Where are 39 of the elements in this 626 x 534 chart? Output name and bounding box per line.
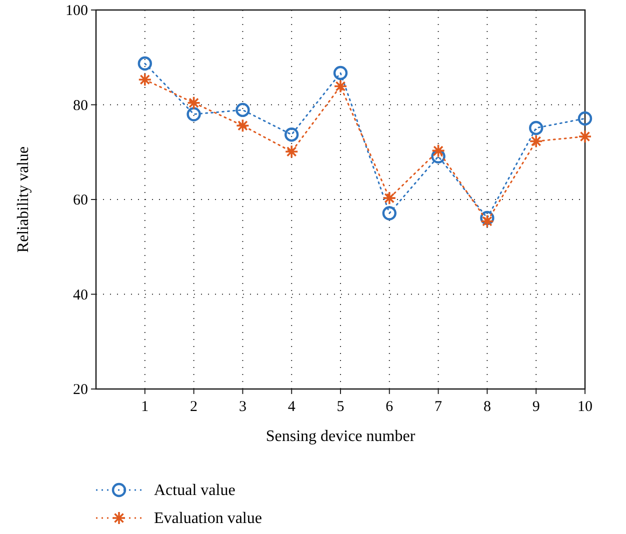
point: [138, 56, 152, 71]
y-tick-label: 100: [66, 3, 88, 19]
point: [236, 118, 250, 132]
point: [480, 214, 494, 228]
point: [334, 79, 348, 94]
y-tick-label: 20: [73, 382, 88, 398]
point: [578, 130, 592, 144]
legend-label: Evaluation value: [154, 510, 262, 527]
y-tick-label: 80: [73, 98, 88, 114]
point: [284, 144, 298, 159]
y-tick-label: 60: [73, 192, 88, 208]
point: [382, 191, 396, 205]
x-tick-label: 1: [141, 399, 149, 415]
point: [431, 149, 446, 164]
point: [186, 107, 201, 122]
x-tick-label: 3: [238, 399, 246, 415]
point: [578, 111, 592, 126]
point: [236, 102, 250, 118]
x-tick-label: 7: [434, 399, 443, 415]
x-axis-title: Sensing device number: [266, 428, 416, 445]
point: [186, 96, 201, 110]
point: [529, 120, 544, 136]
x-tick-label: 6: [386, 399, 394, 415]
point: [284, 127, 299, 142]
x-tick-label: 5: [336, 399, 344, 415]
legend-label: Actual value: [154, 482, 236, 499]
x-tick-label: 10: [578, 399, 592, 415]
x-tick-label: 4: [288, 399, 296, 415]
point: [480, 210, 494, 226]
x-tick-label: 8: [483, 399, 491, 415]
point: [431, 144, 446, 158]
point: [138, 72, 152, 87]
point: [333, 66, 348, 80]
point: [382, 206, 396, 220]
y-tick-label: 40: [73, 287, 88, 304]
y-axis-title: Reliability value: [15, 146, 32, 253]
point: [529, 134, 543, 148]
x-tick-label: 2: [190, 399, 198, 415]
x-tick-label: 9: [532, 399, 540, 415]
